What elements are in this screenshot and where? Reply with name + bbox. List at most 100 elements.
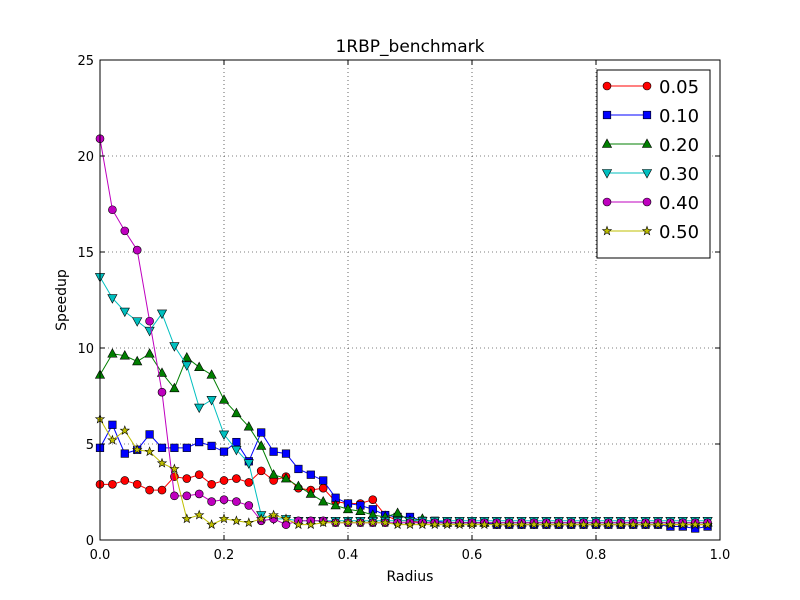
data-point xyxy=(194,361,205,372)
data-point xyxy=(108,420,117,429)
data-point xyxy=(132,480,142,489)
y-tick-label: 5 xyxy=(86,438,94,453)
legend-marker xyxy=(642,197,652,207)
data-point xyxy=(120,476,130,485)
data-point xyxy=(380,517,391,528)
data-point xyxy=(119,307,130,318)
data-point xyxy=(156,309,168,320)
data-point xyxy=(417,519,428,530)
legend-marker xyxy=(601,138,613,148)
data-point xyxy=(231,445,242,456)
data-point xyxy=(182,474,192,483)
data-point xyxy=(195,437,204,447)
x-tick-label: 0.4 xyxy=(338,548,359,563)
data-point xyxy=(119,350,130,360)
plot-frame xyxy=(99,59,721,541)
legend-marker xyxy=(602,197,612,207)
data-point xyxy=(702,519,713,530)
legend-label: 0.40 xyxy=(659,193,699,214)
data-point xyxy=(132,245,142,255)
data-point xyxy=(232,497,241,506)
data-point xyxy=(318,495,329,506)
data-point xyxy=(232,474,241,483)
data-point xyxy=(218,394,230,404)
data-point xyxy=(454,519,465,530)
data-point xyxy=(504,519,515,530)
series-0.50 xyxy=(94,413,713,530)
data-point xyxy=(207,480,216,489)
legend-marker xyxy=(642,81,652,91)
data-point xyxy=(305,519,316,530)
data-point xyxy=(528,519,540,530)
data-point xyxy=(281,520,291,529)
y-axis-label: Speedup xyxy=(54,269,70,331)
data-point xyxy=(516,519,527,530)
data-point xyxy=(169,382,180,393)
data-point xyxy=(181,361,192,371)
legend-marker xyxy=(641,169,653,179)
data-point xyxy=(107,348,118,358)
y-tick-label: 15 xyxy=(77,246,94,261)
legend-marker xyxy=(641,225,653,236)
data-point xyxy=(107,294,118,304)
data-point xyxy=(342,517,354,528)
data-point xyxy=(108,480,117,489)
data-point xyxy=(243,421,254,431)
data-point xyxy=(231,407,242,418)
data-point xyxy=(182,491,192,501)
data-point xyxy=(157,387,167,397)
legend-box xyxy=(596,69,711,259)
data-point xyxy=(145,430,154,439)
legend-label: 0.20 xyxy=(659,135,699,156)
x-axis-label: Radius xyxy=(387,569,434,585)
data-point xyxy=(132,355,143,366)
data-point xyxy=(256,513,267,524)
data-point xyxy=(404,519,416,530)
data-point xyxy=(156,457,168,468)
data-point xyxy=(219,495,229,504)
data-point xyxy=(206,519,217,530)
data-point xyxy=(628,519,639,530)
data-point xyxy=(442,519,453,530)
data-point xyxy=(108,205,117,215)
data-point xyxy=(392,507,403,517)
data-point xyxy=(194,489,204,499)
data-point xyxy=(578,519,589,530)
data-point xyxy=(206,396,217,406)
data-point xyxy=(269,447,278,456)
data-point xyxy=(319,476,328,485)
x-tick-label: 0.6 xyxy=(462,548,483,563)
data-point xyxy=(194,470,204,480)
data-point xyxy=(466,519,478,530)
data-point xyxy=(429,519,440,530)
data-point xyxy=(342,503,354,514)
data-point xyxy=(305,488,316,498)
data-point xyxy=(690,519,701,530)
legend-marker xyxy=(601,225,613,236)
data-point xyxy=(294,464,303,474)
data-point xyxy=(590,519,602,530)
data-point xyxy=(280,472,292,483)
data-point xyxy=(330,517,341,528)
legend-entry: 0.30 xyxy=(601,164,699,185)
data-point xyxy=(368,495,378,504)
legend-label: 0.05 xyxy=(659,77,699,98)
data-point xyxy=(120,449,129,458)
data-point xyxy=(244,478,254,487)
legend-label: 0.30 xyxy=(659,164,699,185)
data-point xyxy=(318,483,328,493)
legend-marker xyxy=(602,81,612,91)
ticks: 0.0 0.2 0.4 0.6 0.8 1.0 0 5 10 15 20 25 xyxy=(77,54,730,563)
data-point xyxy=(169,342,180,352)
data-point xyxy=(194,509,205,520)
data-point xyxy=(144,348,155,358)
data-point xyxy=(541,519,552,530)
data-point xyxy=(244,501,254,510)
x-tick-label: 0.8 xyxy=(586,548,607,563)
data-point xyxy=(566,519,577,530)
data-point xyxy=(293,480,304,491)
legend-label: 0.50 xyxy=(659,222,699,243)
data-point xyxy=(170,491,179,501)
x-tick-label: 0.0 xyxy=(90,548,111,563)
